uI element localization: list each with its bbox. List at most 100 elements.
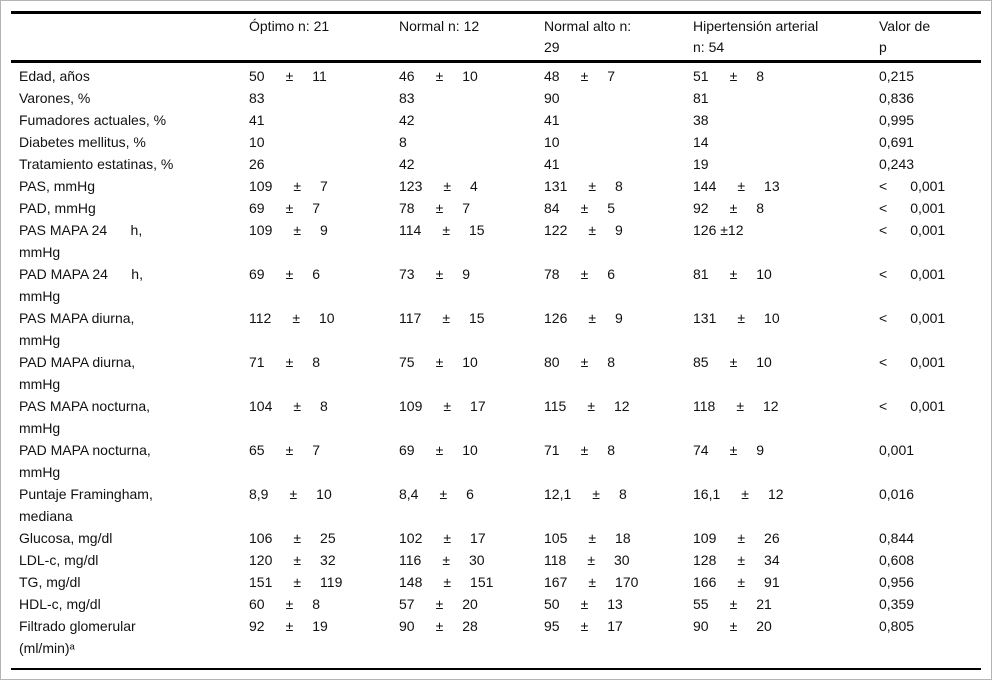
plus-minus-sign: ± <box>435 68 444 84</box>
sd-value: 12 <box>763 398 779 414</box>
p-value-cell: 0,956 <box>879 571 981 593</box>
sd-value: 10 <box>316 486 332 502</box>
sd-value: 8 <box>618 486 627 502</box>
sd-value: 91 <box>764 574 780 590</box>
plus-minus-sign: ± <box>285 442 294 458</box>
p-value-cell: <0,001 <box>879 351 981 395</box>
mean-value: 166 <box>693 574 717 590</box>
sd-value: 8 <box>320 398 328 414</box>
p-value: 0,001 <box>910 310 946 326</box>
table-row: PAD, mmHg 69 ±7 78 ±7 84 ±5 92 ±8 <0,001 <box>11 197 981 219</box>
mean-value: 69 <box>249 266 265 282</box>
sd-value: 32 <box>320 552 336 568</box>
row-label: PAS MAPA diurna, mmHg <box>19 310 135 348</box>
row-label: HDL-c, mg/dl <box>19 596 101 612</box>
sd-value: 9 <box>320 222 328 238</box>
mean-sd-cell: 12,1 ±8 <box>544 483 693 527</box>
row-label: PAS, mmHg <box>19 178 95 194</box>
p-value: 0,001 <box>910 222 946 238</box>
mean-value: 92 <box>249 618 265 634</box>
p-value-cell: 0,805 <box>879 615 981 669</box>
mean-value: 50 <box>544 596 560 612</box>
table-row: PAD MAPA diurna, mmHg 71 ±8 75 ±10 80 ±8 85 ±10 <… <box>11 351 981 395</box>
mean-value: 118 <box>693 398 716 414</box>
mean-value: 8,9 <box>249 486 269 502</box>
table-header-row: Óptimo n: 21 Normal n: 12 Normal alto n: 2… <box>11 11 981 63</box>
row-label: PAD, mmHg <box>19 200 96 216</box>
table-row: HDL-c, mg/dl 60 ±8 57 ±20 50 ±13 55 ±21 0,359 <box>11 593 981 615</box>
plus-minus-sign: ± <box>729 200 738 216</box>
mean-value: 109 <box>399 398 423 414</box>
sd-value: 17 <box>607 618 623 634</box>
p-value: 0,608 <box>879 552 915 568</box>
plus-minus-sign: ± <box>588 574 597 590</box>
mean-sd-cell: 71 ±8 <box>249 351 399 395</box>
mean-sd-cell: 78 ±6 <box>544 263 693 307</box>
p-value-cell: <0,001 <box>879 395 981 439</box>
mean-value: 26 <box>249 156 265 172</box>
mean-value: 10 <box>544 134 560 150</box>
plus-minus-sign: ± <box>588 178 597 194</box>
row-label: PAS MAPA 24 h, mmHg <box>19 222 143 260</box>
mean-value: 123 <box>399 178 423 194</box>
sd-value: 15 <box>469 310 485 326</box>
mean-sd-cell: 8 <box>399 131 544 153</box>
p-value-cell: 0,001 <box>879 439 981 483</box>
mean-sd-cell: 105 ±18 <box>544 527 693 549</box>
sd-value: 9 <box>615 222 623 238</box>
mean-sd-cell: 109 ±7 <box>249 175 399 197</box>
less-than-sign: < <box>879 200 888 216</box>
plus-minus-sign: ± <box>293 178 302 194</box>
mean-value: 46 <box>399 68 415 84</box>
less-than-sign: < <box>879 266 888 282</box>
p-value-cell: 0,844 <box>879 527 981 549</box>
plus-minus-sign: ± <box>729 266 738 282</box>
plus-minus-sign: ± <box>580 68 589 84</box>
p-value-cell: 0,243 <box>879 153 981 175</box>
table-row: PAS MAPA 24 h, mmHg 109 ±9 114 ±15 122 ±9 126 ±… <box>11 219 981 263</box>
p-value: 0,243 <box>879 156 915 172</box>
plus-minus-sign: ± <box>442 310 451 326</box>
mean-sd-cell: 90 <box>544 87 693 109</box>
sd-value: 21 <box>756 596 772 612</box>
sd-value: 25 <box>320 530 336 546</box>
mean-value: 122 <box>544 222 568 238</box>
mean-sd-cell: 16,1 ±12 <box>693 483 879 527</box>
mean-sd-cell: 8,4 ±6 <box>399 483 544 527</box>
p-value-cell: 0,836 <box>879 87 981 109</box>
mean-sd-cell: 42 <box>399 109 544 131</box>
mean-sd-cell: 123 ±4 <box>399 175 544 197</box>
less-than-sign: < <box>879 398 888 414</box>
less-than-sign: < <box>879 222 888 238</box>
sd-value: 17 <box>470 530 486 546</box>
mean-value: 78 <box>399 200 415 216</box>
mean-value: 131 <box>544 178 568 194</box>
mean-sd-cell: 120 ±32 <box>249 549 399 571</box>
mean-sd-cell: 10 <box>544 131 693 153</box>
mean-sd-cell: 92 ±8 <box>693 197 879 219</box>
table-row: Edad, años 50 ±11 46 ±10 48 ±7 51 ±8 0,215 <box>11 62 981 88</box>
plus-minus-sign: ± <box>293 530 302 546</box>
plus-minus-sign: ± <box>435 354 444 370</box>
sd-value: 8 <box>756 68 765 84</box>
mean-sd-cell: 131 ±10 <box>693 307 879 351</box>
plus-minus-sign: ± <box>443 530 452 546</box>
mean-sd-cell: 57 ±20 <box>399 593 544 615</box>
mean-value: 104 <box>249 398 273 414</box>
mean-value: 148 <box>399 574 423 590</box>
mean-value: 83 <box>399 90 415 106</box>
mean-value: 42 <box>399 112 415 128</box>
sd-value: 9 <box>462 266 471 282</box>
mean-sd-cell: 118 ±12 <box>693 395 879 439</box>
sd-value: 9 <box>615 310 623 326</box>
p-value: 0,001 <box>910 398 946 414</box>
mean-sd-cell: 14 <box>693 131 879 153</box>
sd-value: 30 <box>469 552 485 568</box>
mean-sd-cell: 41 <box>544 153 693 175</box>
plus-minus-sign: ± <box>293 222 302 238</box>
mean-value: 50 <box>249 68 265 84</box>
mean-value: 114 <box>399 222 422 238</box>
sd-value: 8 <box>756 200 765 216</box>
plus-minus-sign: ± <box>289 486 298 502</box>
mean-value: 90 <box>544 90 560 106</box>
